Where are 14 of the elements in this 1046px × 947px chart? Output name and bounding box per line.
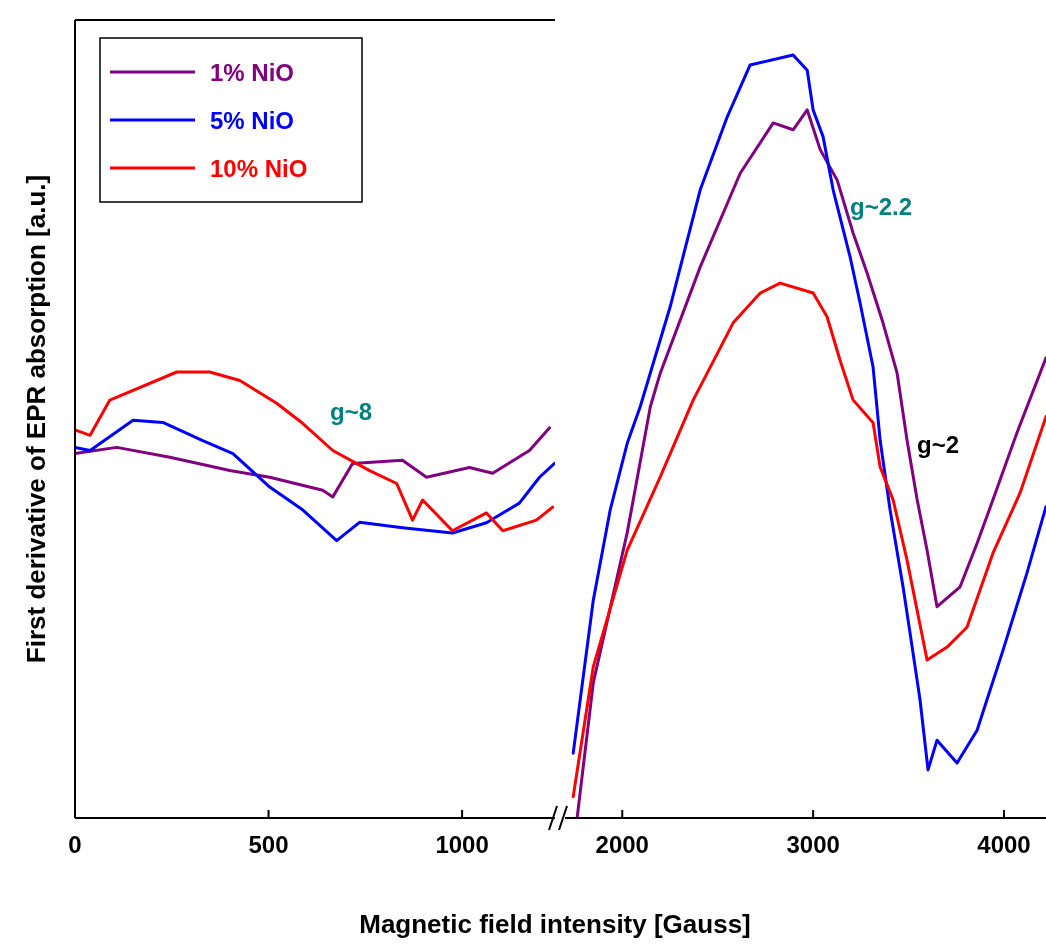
x-tick-label: 4000 [977,831,1031,858]
annotation: g~2 [917,431,960,458]
legend-label: 5% NiO [210,107,295,134]
annotation: g~2.2 [850,193,913,220]
x-tick-label: 1000 [435,831,489,858]
x-tick-label: 2000 [595,831,649,858]
x-tick-label: 500 [248,831,289,858]
x-tick-label: 0 [68,831,82,858]
x-tick-label: 3000 [786,831,840,858]
annotation: g~8 [330,398,373,425]
x-axis-title: Magnetic field intensity [Gauss] [359,909,751,939]
y-axis-title: First derivative of EPR absorption [a.u.] [21,174,51,664]
legend-label: 1% NiO [210,59,295,86]
legend-label: 10% NiO [210,155,308,182]
